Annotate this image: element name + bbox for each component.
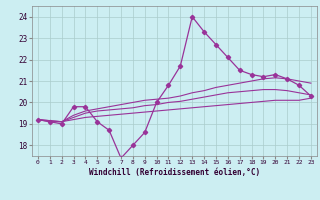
X-axis label: Windchill (Refroidissement éolien,°C): Windchill (Refroidissement éolien,°C) <box>89 168 260 177</box>
